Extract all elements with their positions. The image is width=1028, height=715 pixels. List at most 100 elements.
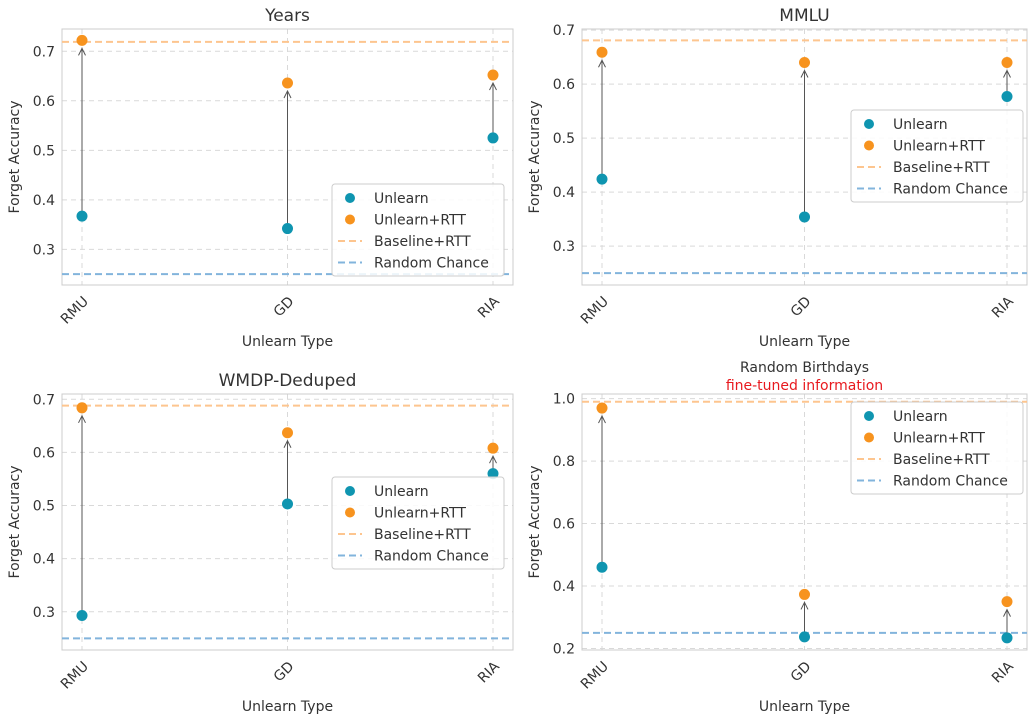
y-tick-label: 0.4 <box>553 579 575 595</box>
plot-frame <box>61 393 514 651</box>
legend-box <box>850 401 1024 495</box>
legend-label: Random Chance <box>374 256 489 272</box>
unlearn-rtt-point <box>282 77 293 89</box>
legend-label: Baseline+RTT <box>374 527 471 543</box>
unlearn-rtt-point <box>1001 56 1013 68</box>
legend: Unlearn Unlearn+RTT Baseline+RTT Random Cha… <box>331 476 505 570</box>
y-tick-label: 0.6 <box>33 94 55 110</box>
y-tick-label: 0.7 <box>553 23 575 39</box>
y-tick-label: 0.6 <box>33 445 55 461</box>
y-axis-label: Forget Accuracy <box>527 101 543 214</box>
legend-box <box>850 109 1024 203</box>
unlearn-point <box>282 498 293 510</box>
plot-frame <box>61 28 514 286</box>
y-tick-label: 0.3 <box>33 605 55 621</box>
y-tick-label: 0.7 <box>33 44 55 60</box>
x-tick-label: GD <box>271 294 298 321</box>
legend-marker <box>345 214 355 225</box>
connector-arrowhead <box>598 414 606 424</box>
legend: Unlearn Unlearn+RTT Baseline+RTT Random Cha… <box>850 401 1024 495</box>
unlearn-point <box>799 211 810 223</box>
x-axis-label: Unlearn Type <box>242 334 333 350</box>
unlearn-rtt-point <box>282 427 293 439</box>
unlearn-point <box>76 210 88 222</box>
chart-title: Random Birthdays <box>740 360 869 376</box>
y-tick-label: 0.7 <box>33 392 55 408</box>
legend: Unlearn Unlearn+RTT Baseline+RTT Random Cha… <box>850 109 1024 203</box>
connector-arrowhead <box>800 69 809 78</box>
legend-label: Unlearn <box>893 117 948 133</box>
unlearn-rtt-point <box>799 588 810 600</box>
plot-frame <box>581 28 1028 286</box>
x-tick-label: RMU <box>58 659 92 693</box>
connector-arrowhead <box>489 81 497 91</box>
y-axis-label: Forget Accuracy <box>527 466 543 579</box>
legend-label: Random Chance <box>374 549 489 565</box>
connector-arrowhead <box>598 59 606 68</box>
legend-label: Unlearn <box>374 484 429 500</box>
unlearn-rtt-point <box>1001 596 1013 608</box>
legend-label: Baseline+RTT <box>893 160 990 176</box>
x-tick-label: GD <box>788 294 815 321</box>
chart-panel: 0.3 0.4 0.5 0.6 0.7 RMU GD RIA Unlearn Type Forge… <box>527 6 1028 350</box>
y-axis-label: Forget Accuracy <box>7 466 23 579</box>
connector-arrowhead <box>489 455 497 464</box>
unlearn-point <box>1001 91 1013 103</box>
chart-subtitle: fine-tuned information <box>726 378 883 394</box>
legend-label: Unlearn <box>374 191 429 207</box>
legend-marker <box>864 119 874 129</box>
connector-arrowhead <box>283 439 292 448</box>
x-tick-label: RIA <box>475 293 503 321</box>
unlearn-point <box>76 609 88 621</box>
legend-label: Random Chance <box>893 182 1008 198</box>
unlearn-rtt-point <box>596 46 608 58</box>
y-tick-label: 0.5 <box>553 131 575 147</box>
legend: Unlearn Unlearn+RTT Baseline+RTT Random Cha… <box>331 183 505 277</box>
unlearn-point <box>799 631 810 643</box>
y-tick-label: 1.0 <box>553 392 575 408</box>
x-tick-label: RIA <box>989 658 1017 686</box>
legend-marker <box>345 193 355 203</box>
chart-panel: 0.3 0.4 0.5 0.6 0.7 RMU GD RIA Unlearn Type Forge… <box>7 371 514 715</box>
y-tick-label: 0.4 <box>33 193 55 209</box>
x-axis-label: Unlearn Type <box>759 699 850 715</box>
unlearn-point <box>487 132 499 144</box>
legend-marker <box>864 411 874 421</box>
y-tick-label: 0.4 <box>33 552 55 568</box>
y-axis-label: Forget Accuracy <box>7 101 23 214</box>
legend-box <box>331 476 505 570</box>
x-tick-label: GD <box>271 659 298 686</box>
legend-label: Unlearn+RTT <box>374 506 466 522</box>
plot-frame <box>581 393 1028 651</box>
chart-title: MMLU <box>779 6 829 26</box>
legend-label: Baseline+RTT <box>893 452 990 468</box>
x-tick-label: RMU <box>578 294 612 328</box>
unlearn-point <box>282 223 293 235</box>
unlearn-point <box>1001 632 1013 644</box>
chart-title: Years <box>264 6 310 26</box>
unlearn-rtt-point <box>76 34 88 46</box>
x-tick-label: RIA <box>989 293 1017 321</box>
x-tick-label: RIA <box>475 658 503 686</box>
legend-label: Random Chance <box>893 474 1008 490</box>
unlearn-rtt-point <box>487 442 499 454</box>
x-tick-label: RMU <box>58 294 92 328</box>
legend-marker <box>345 486 355 496</box>
unlearn-point <box>596 561 608 573</box>
chart-title: WMDP-Deduped <box>219 371 357 391</box>
connector-arrowhead <box>800 601 809 610</box>
legend-marker <box>345 507 355 518</box>
x-tick-label: GD <box>788 659 815 686</box>
legend-label: Baseline+RTT <box>374 234 471 250</box>
x-axis-label: Unlearn Type <box>242 699 333 715</box>
legend-label: Unlearn+RTT <box>374 213 466 229</box>
legend-label: Unlearn <box>893 409 948 425</box>
chart-panel: 0.2 0.4 0.6 0.8 1.0 RMU GD RIA Unlearn Type Forge… <box>527 360 1028 715</box>
legend-marker <box>864 140 874 151</box>
y-tick-label: 0.5 <box>33 143 55 159</box>
legend-label: Unlearn+RTT <box>893 431 985 447</box>
connector-arrowhead <box>1003 608 1011 617</box>
connector-arrowhead <box>78 414 86 424</box>
x-tick-label: RMU <box>578 659 612 693</box>
